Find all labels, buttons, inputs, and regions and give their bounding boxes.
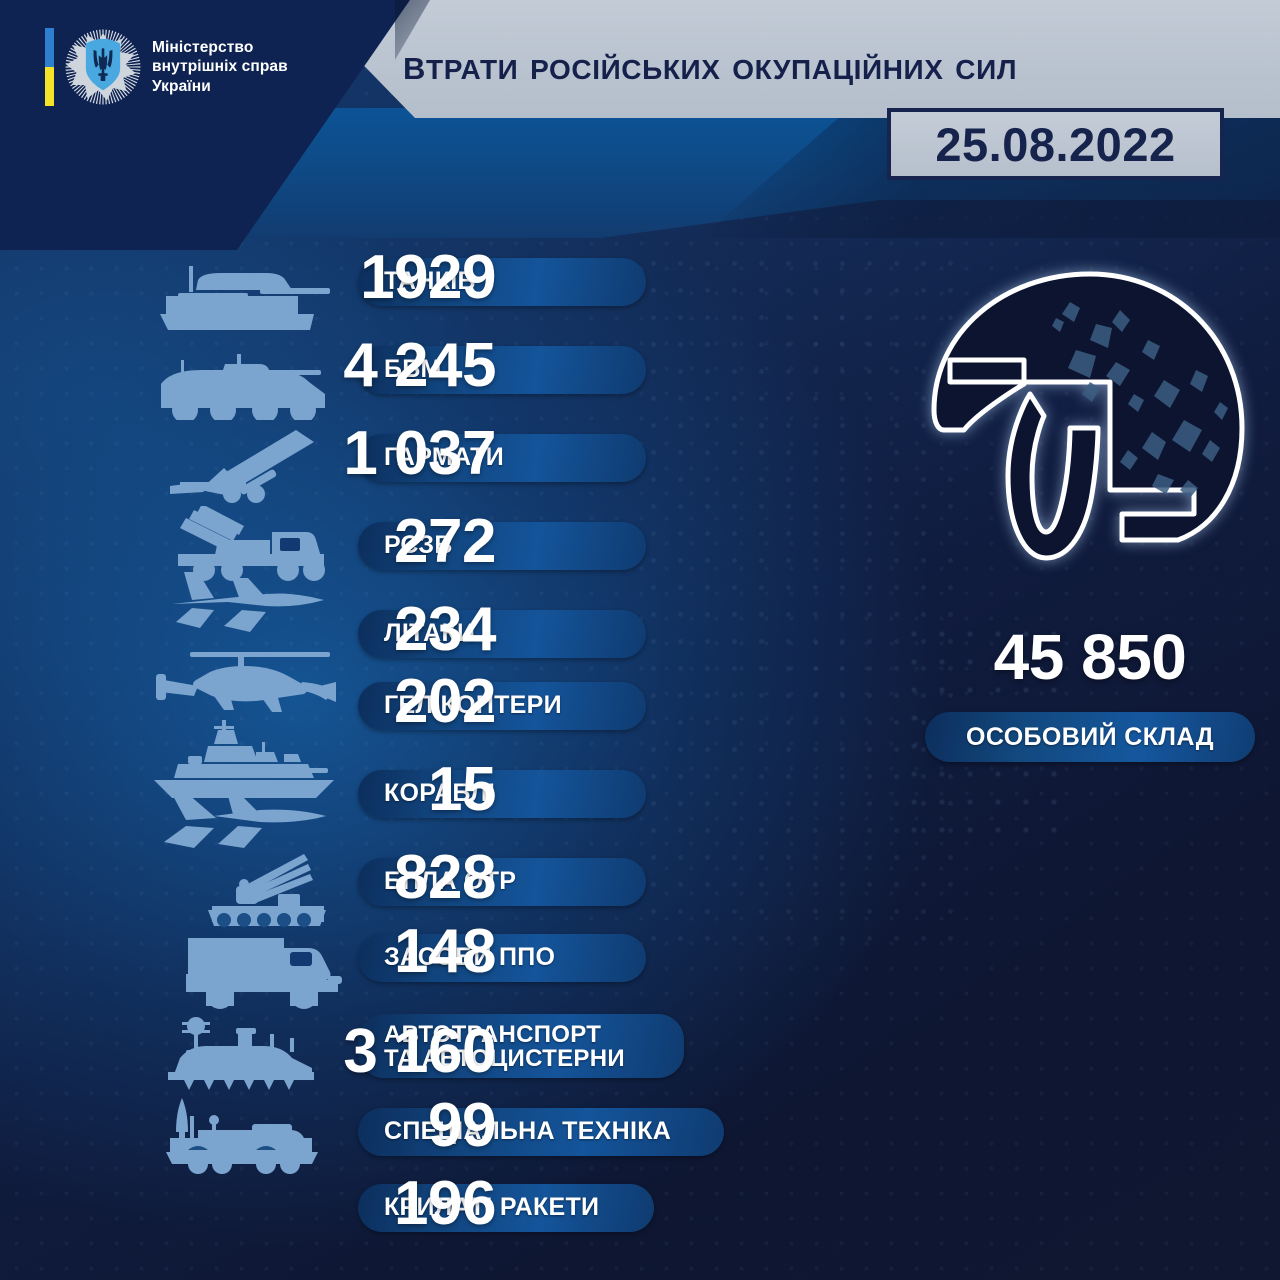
loss-value: 15 <box>428 755 496 824</box>
loss-value: 272 <box>394 507 496 576</box>
loss-value: 196 <box>394 1169 496 1238</box>
artillery-gun-icon <box>170 426 320 504</box>
page-title: Втрати російських окупаційних сил <box>403 40 1018 89</box>
loss-value: 148 <box>394 917 496 986</box>
loss-value: 3 160 <box>343 1017 496 1086</box>
armored-vehicle-icon <box>155 354 331 420</box>
loss-value: 234 <box>394 595 496 664</box>
ministry-name: Міністерство внутрішніх справ України <box>152 39 288 95</box>
date-box: 25.08.2022 <box>887 108 1224 180</box>
loss-label-pill: ЛІТАКИ <box>358 610 646 658</box>
loss-label: КРИЛАТІ РАКЕТИ <box>384 1193 600 1222</box>
tank-icon <box>152 266 332 338</box>
loss-label-pill: АВТОТРАНСПОРТ ТА АВТОЦИСТЕРНИ <box>358 1014 684 1078</box>
loss-value: 202 <box>394 667 496 736</box>
loss-label-pill: РСЗВ <box>358 522 646 570</box>
loss-value: 828 <box>394 843 496 912</box>
loss-label-pill: ТАНКІВ <box>358 258 646 306</box>
loss-label: РСЗВ <box>384 531 453 560</box>
loss-label: ЗАСОБИ ППО <box>384 943 556 972</box>
truck-icon <box>186 934 344 1010</box>
loss-label-pill: КОРАБЛІ <box>358 770 646 818</box>
warship-icon <box>148 720 340 802</box>
loss-label: КОРАБЛІ <box>384 779 496 808</box>
loss-label: ЛІТАКИ <box>384 619 476 648</box>
header-grey-band <box>300 0 1280 118</box>
military-helmet-icon <box>920 262 1260 607</box>
report-date: 25.08.2022 <box>935 117 1176 171</box>
ukraine-flag-bar-icon <box>45 28 54 106</box>
loss-label: ТАНКІВ <box>384 267 476 296</box>
special-equipment-icon <box>160 1014 322 1096</box>
loss-label: ББМ <box>384 355 442 384</box>
loss-label: СПЕЦІАЛЬНА ТЕХНІКА <box>384 1117 672 1146</box>
loss-value: 4 245 <box>343 331 496 400</box>
loss-label-pill: СПЕЦІАЛЬНА ТЕХНІКА <box>358 1108 724 1156</box>
uav-drone-icon <box>158 792 330 860</box>
loss-label-pill: ГЕЛІКОПТЕРИ <box>358 682 646 730</box>
loss-value: 1929 <box>360 243 496 312</box>
loss-label: ГЕЛІКОПТЕРИ <box>384 691 562 720</box>
loss-label: АВТОТРАНСПОРТ ТА АВТОЦИСТЕРНИ <box>384 1020 625 1072</box>
mvs-star-emblem-icon <box>64 28 142 106</box>
ministry-logo: Міністерство внутрішніх справ України <box>45 28 288 106</box>
mlrs-icon <box>168 506 336 584</box>
loss-label-pill: БПЛА ОТР <box>358 858 646 906</box>
fighter-jet-icon <box>162 570 330 642</box>
loss-value: 1 037 <box>343 419 496 488</box>
cruise-missile-icon <box>162 1094 326 1176</box>
personnel-label: ОСОБОВИЙ СКЛАД <box>966 722 1214 751</box>
loss-value: 99 <box>428 1091 496 1160</box>
loss-label: БПЛА ОТР <box>384 867 517 896</box>
personnel-value: 45 850 <box>993 621 1187 693</box>
loss-label-pill: ББМ <box>358 346 646 394</box>
loss-label-pill: ГАРМАТИ <box>358 434 646 482</box>
helicopter-icon <box>150 646 336 720</box>
loss-label-pill: ЗАСОБИ ППО <box>358 934 646 982</box>
loss-label: ГАРМАТИ <box>384 443 504 472</box>
loss-label-pill: КРИЛАТІ РАКЕТИ <box>358 1184 654 1232</box>
personnel-label-pill: ОСОБОВИЙ СКЛАД <box>925 712 1255 762</box>
air-defence-icon <box>198 854 338 938</box>
